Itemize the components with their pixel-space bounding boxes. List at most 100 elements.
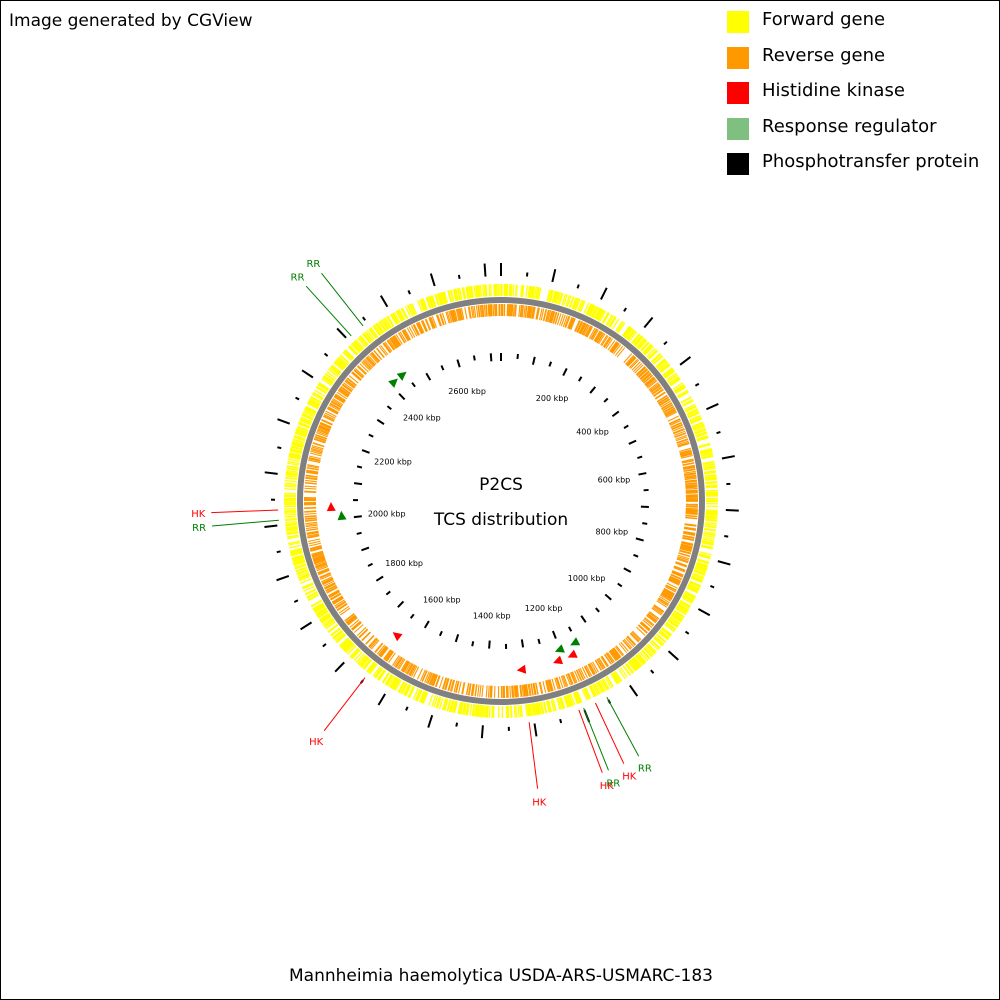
reverse-gene (435, 675, 441, 688)
reverse-gene (364, 358, 374, 368)
inner-major-tick (580, 615, 587, 623)
forward-gene (578, 300, 585, 312)
reverse-gene (346, 616, 357, 625)
forward-gene (596, 681, 604, 693)
reverse-gene (304, 491, 317, 494)
reverse-gene (333, 396, 345, 404)
reverse-gene (334, 599, 345, 607)
reverse-gene (435, 314, 441, 327)
reverse-gene (577, 321, 584, 333)
reverse-gene (685, 490, 698, 492)
forward-gene (513, 705, 516, 718)
reverse-gene (643, 375, 654, 384)
reverse-gene (569, 672, 576, 684)
forward-gene (556, 698, 561, 710)
genome-name-footer: Mannheimia haemolytica USDA-ARS-USMARC-1… (288, 966, 713, 986)
reverse-gene (304, 481, 317, 485)
forward-gene (363, 332, 372, 343)
reverse-gene (368, 637, 377, 648)
reverse-gene (345, 614, 356, 623)
forward-gene (408, 686, 415, 698)
reverse-gene (334, 394, 346, 402)
inner-major-tick (604, 593, 612, 601)
reverse-gene (387, 339, 396, 350)
forward-gene (284, 509, 297, 512)
forward-gene (623, 326, 632, 338)
forward-gene (662, 367, 674, 377)
reverse-gene (521, 684, 525, 697)
forward-gene (695, 431, 708, 438)
reverse-gene (550, 311, 555, 324)
forward-gene (288, 544, 301, 549)
reverse-gene (429, 317, 435, 329)
reverse-gene (467, 683, 471, 696)
reverse-gene (313, 438, 326, 444)
forward-gene (334, 632, 345, 642)
forward-gene (401, 683, 408, 695)
reverse-gene (339, 387, 350, 396)
reverse-gene (644, 376, 655, 385)
forward-gene (525, 285, 528, 298)
forward-gene (287, 535, 300, 540)
reverse-gene (394, 334, 402, 346)
forward-gene (291, 443, 304, 449)
reverse-gene (413, 323, 420, 336)
reverse-gene (524, 305, 528, 318)
reverse-gene (644, 377, 655, 386)
forward-gene (675, 607, 687, 616)
forward-gene (519, 705, 522, 718)
forward-gene (610, 673, 619, 685)
callout-line (594, 702, 625, 764)
reverse-gene (338, 388, 350, 397)
forward-gene (354, 340, 364, 351)
reverse-gene-track (303, 303, 699, 699)
reverse-gene (431, 674, 437, 686)
forward-gene (407, 304, 414, 317)
forward-gene (698, 553, 711, 559)
forward-gene (376, 669, 385, 680)
reverse-gene (323, 582, 336, 589)
reverse-gene (330, 593, 342, 601)
reverse-gene (361, 631, 372, 642)
forward-gene (660, 364, 671, 374)
outer-minor-tick (650, 669, 655, 674)
reverse-gene (456, 308, 461, 321)
reverse-gene (317, 569, 330, 575)
reverse-gene (645, 378, 656, 387)
reverse-gene (526, 684, 529, 697)
forward-gene (653, 637, 663, 647)
reverse-gene (309, 545, 322, 550)
reverse-gene (402, 661, 410, 673)
inner-major-tick (638, 472, 647, 476)
reverse-gene (480, 304, 484, 317)
forward-gene (467, 286, 471, 299)
reverse-gene (453, 309, 458, 322)
reverse-gene (640, 621, 651, 631)
reverse-gene (684, 474, 697, 478)
reverse-gene (468, 683, 472, 696)
reverse-gene (589, 663, 596, 675)
reverse-gene (610, 342, 619, 353)
reverse-gene (319, 573, 332, 579)
forward-gene (297, 423, 310, 429)
forward-gene (606, 315, 615, 327)
inner-minor-tick (516, 353, 519, 360)
forward-gene (510, 705, 513, 718)
reverse-gene (353, 369, 364, 379)
reverse-gene (411, 665, 418, 677)
forward-gene (345, 644, 356, 654)
reverse-gene (386, 339, 395, 351)
forward-gene (397, 681, 405, 693)
reverse-gene (539, 681, 544, 694)
forward-gene (430, 295, 436, 308)
inner-minor-tick (386, 405, 392, 411)
forward-gene (696, 435, 709, 441)
reverse-gene (658, 398, 670, 406)
reverse-gene (685, 486, 698, 489)
reverse-gene (417, 322, 424, 334)
forward-gene (293, 436, 306, 442)
forward-gene (674, 384, 686, 393)
forward-gene (435, 696, 441, 709)
forward-gene (635, 654, 645, 665)
forward-gene (472, 704, 476, 717)
